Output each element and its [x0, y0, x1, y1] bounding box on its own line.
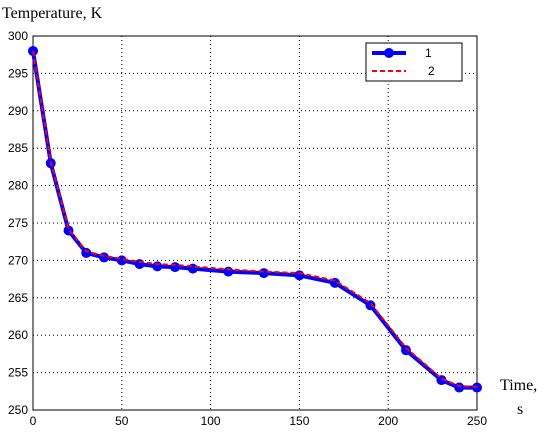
x-tick-label: 150 — [289, 414, 309, 428]
y-tick-label: 255 — [8, 366, 28, 380]
y-tick-label: 280 — [8, 179, 28, 193]
y-tick-label: 300 — [8, 29, 28, 43]
series-1-point — [400, 345, 411, 356]
x-axis-label-line2: s — [517, 401, 523, 418]
series-1-point — [223, 266, 234, 277]
series-2-line — [32, 50, 478, 388]
legend: 1 2 — [365, 42, 463, 82]
y-tick-label: 270 — [8, 253, 28, 267]
series-1-point — [258, 268, 269, 279]
series-1-point — [28, 45, 38, 56]
x-tick-label: 50 — [115, 414, 129, 428]
legend-marker-series-1 — [384, 48, 394, 58]
x-tick-label: 200 — [378, 414, 398, 428]
series-1-point — [294, 270, 305, 281]
x-axis-label-line1: Time, — [500, 377, 537, 394]
y-tick-label: 285 — [8, 141, 28, 155]
x-axis-ticks: 0 50 100 150 200 250 — [30, 414, 488, 428]
y-axis-label: Temperature, K — [2, 5, 103, 22]
legend-box — [365, 42, 463, 82]
x-tick-label: 0 — [30, 414, 37, 428]
y-tick-label: 275 — [8, 216, 28, 230]
series-1-point — [152, 261, 163, 272]
legend-label-series-1: 1 — [425, 46, 432, 60]
series-1-point — [454, 382, 465, 393]
series-1-line — [31, 50, 477, 390]
y-tick-label: 265 — [8, 291, 28, 305]
series-1-point — [81, 247, 92, 258]
y-tick-label: 260 — [8, 328, 28, 342]
y-tick-label: 250 — [8, 403, 28, 417]
plot-area-frame — [32, 35, 478, 411]
x-tick-label: 100 — [201, 414, 221, 428]
y-axis-ticks: 250 255 260 265 270 275 280 285 290 295 300 — [8, 29, 28, 417]
series-1-point — [472, 382, 482, 393]
y-tick-label: 295 — [8, 66, 28, 80]
y-tick-label: 290 — [8, 104, 28, 118]
x-tick-label: 250 — [467, 414, 487, 428]
series-lines — [28, 45, 482, 393]
series-1-point — [170, 262, 181, 273]
legend-label-series-2: 2 — [428, 64, 435, 78]
